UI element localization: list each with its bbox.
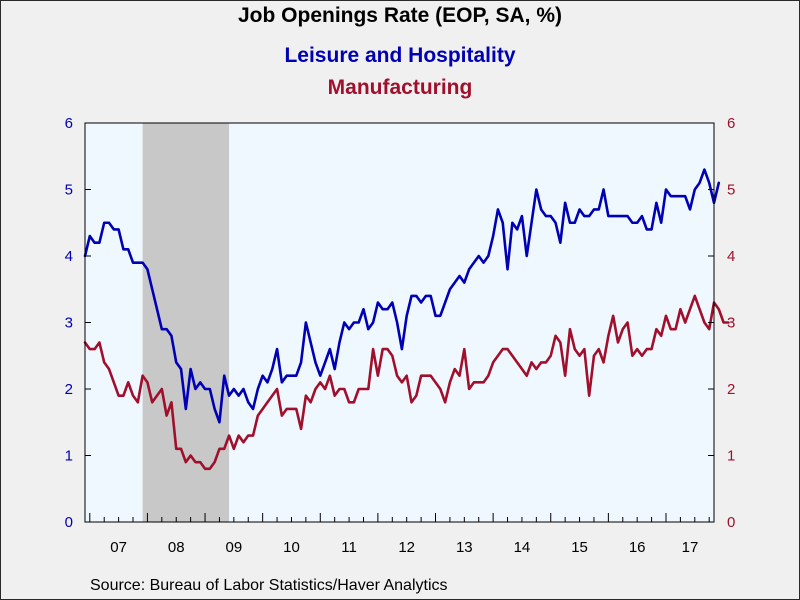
source-note: Source: Bureau of Labor Statistics/Haver… <box>90 577 448 594</box>
y-tick-label-left: 6 <box>65 115 73 132</box>
y-tick-label-right: 4 <box>727 248 735 265</box>
y-tick-label-right: 1 <box>727 448 735 465</box>
x-tick-label: 16 <box>629 539 646 556</box>
series-label-manufacturing: Manufacturing <box>327 76 473 99</box>
x-tick-label: 08 <box>168 539 185 556</box>
y-tick-label-left: 4 <box>65 248 73 265</box>
y-tick-label-right: 0 <box>727 514 735 531</box>
y-tick-label-left: 1 <box>65 448 73 465</box>
y-tick-label-right: 2 <box>727 381 735 398</box>
y-tick-label-right: 6 <box>727 115 735 132</box>
chart-title: Job Openings Rate (EOP, SA, %) <box>237 4 562 27</box>
x-tick-label: 11 <box>341 539 357 556</box>
y-tick-label-left: 2 <box>65 381 73 398</box>
y-tick-label-right: 5 <box>727 182 735 199</box>
x-tick-label: 12 <box>398 539 415 556</box>
x-tick-label: 10 <box>283 539 300 556</box>
series-line-leisure <box>83 168 721 424</box>
y-tick-label-left: 3 <box>65 315 73 332</box>
y-tick-label-left: 5 <box>65 182 73 199</box>
x-tick-label: 13 <box>456 539 473 556</box>
y-tick-label-left: 0 <box>65 514 73 531</box>
series-label-leisure: Leisure and Hospitality <box>284 44 516 67</box>
series-line-manufacturing <box>83 294 730 471</box>
x-tick-label: 14 <box>514 539 531 556</box>
recession-shading <box>142 123 230 522</box>
x-tick-label: 15 <box>571 539 588 556</box>
x-tick-label: 07 <box>110 539 127 556</box>
y-tick-label-right: 3 <box>727 315 735 332</box>
x-tick-label: 09 <box>226 539 243 556</box>
x-tick-label: 17 <box>682 539 699 556</box>
